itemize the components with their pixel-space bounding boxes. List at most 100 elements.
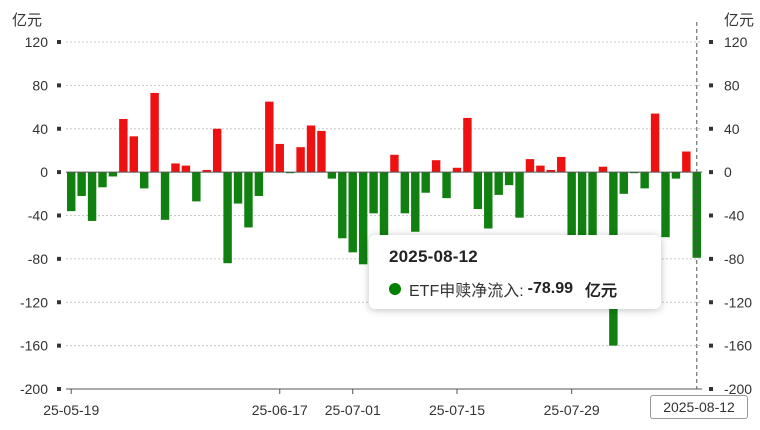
bar — [265, 101, 274, 173]
y-tick-label-right: 40 — [724, 121, 740, 137]
bar — [504, 172, 514, 186]
y-axis-unit-left: 亿元 — [12, 12, 42, 29]
bar — [494, 172, 503, 195]
bar — [212, 128, 222, 173]
y-tick-mark-right — [709, 343, 713, 348]
y-tick-mark-left — [57, 343, 61, 348]
y-tick-label-right: -40 — [724, 208, 744, 224]
y-tick-mark-right — [709, 256, 713, 261]
y-tick-label-right: -160 — [724, 338, 752, 354]
bar — [473, 172, 483, 209]
y-tick-label-left: -160 — [20, 338, 48, 354]
y-tick-label-left: -120 — [20, 294, 48, 310]
bar — [150, 92, 159, 173]
y-tick-label-right: -200 — [724, 381, 752, 397]
tooltip-series-label: ETF申赎净流入: — [409, 283, 524, 300]
bar — [400, 172, 410, 214]
bar — [327, 172, 337, 179]
bar — [338, 172, 347, 239]
bar — [306, 125, 316, 173]
bar — [296, 147, 305, 173]
x-tick-label: 25-07-01 — [325, 402, 381, 418]
x-tick-label: 25-05-19 — [43, 402, 99, 418]
bar — [358, 172, 368, 265]
bar — [77, 172, 86, 196]
y-tick-label-left: -40 — [28, 208, 48, 224]
tooltip-date: 2025-08-12 — [389, 247, 478, 266]
bar — [546, 169, 556, 173]
bar — [421, 172, 430, 193]
bar — [431, 160, 441, 173]
series-dot-icon — [389, 283, 401, 295]
bar — [139, 172, 149, 189]
bar — [192, 172, 201, 202]
bar — [619, 172, 629, 194]
bar — [369, 172, 378, 214]
bar — [452, 167, 462, 173]
bar — [682, 151, 691, 173]
bar — [390, 154, 399, 173]
y-tick-mark-right — [709, 213, 713, 218]
x-tick-label: 25-06-17 — [252, 402, 308, 418]
bar — [275, 143, 284, 173]
tooltip-value: -78.99 — [527, 280, 574, 297]
bar — [223, 172, 232, 264]
bar — [598, 166, 608, 173]
chart-tooltip: 2025-08-12 ETF申赎净流入: -78.99 亿元 — [369, 235, 661, 309]
y-tick-label-right: 0 — [724, 164, 732, 180]
y-tick-label-right: -120 — [724, 294, 752, 310]
bar — [108, 172, 118, 177]
bar — [67, 172, 76, 212]
y-tick-mark-left — [57, 213, 61, 218]
y-tick-mark-right — [709, 170, 713, 175]
bar — [317, 130, 326, 173]
bar — [536, 165, 545, 173]
axis-pointer-date-label: 2025-08-12 — [650, 395, 748, 419]
y-tick-mark-left — [57, 170, 61, 175]
tooltip-row: ETF申赎净流入: -78.99 亿元 — [389, 277, 647, 301]
y-tick-label-left: 40 — [32, 121, 48, 137]
x-tick-label: 25-07-15 — [429, 402, 485, 418]
bar — [463, 117, 472, 173]
y-tick-label-right: -80 — [724, 251, 744, 267]
y-tick-mark-left — [57, 83, 61, 88]
y-tick-label-left: 80 — [32, 77, 48, 93]
tooltip-unit: 亿元 — [585, 283, 618, 300]
bar — [661, 172, 670, 238]
bar — [515, 172, 524, 218]
x-tick-label: 25-07-29 — [544, 402, 600, 418]
bar — [557, 156, 566, 173]
bar — [202, 169, 211, 173]
bar — [171, 163, 180, 173]
y-tick-mark-left — [57, 40, 61, 44]
y-axis-unit-right: 亿元 — [724, 12, 754, 29]
y-tick-mark-left — [57, 126, 61, 131]
bar — [577, 172, 587, 236]
y-tick-mark-right — [709, 387, 713, 391]
bar — [484, 172, 493, 229]
bar — [244, 172, 253, 228]
bar — [650, 113, 660, 173]
y-tick-mark-left — [57, 300, 61, 305]
y-tick-label-left: -80 — [28, 251, 48, 267]
bar — [119, 118, 128, 173]
y-tick-mark-left — [57, 387, 61, 391]
bar — [285, 172, 295, 174]
y-tick-label-left: 0 — [40, 164, 48, 180]
bar — [567, 172, 576, 236]
bar — [160, 172, 170, 220]
bar — [630, 172, 639, 174]
y-tick-mark-right — [709, 126, 713, 131]
bar — [411, 172, 420, 232]
bar — [588, 172, 597, 236]
y-tick-label-left: 120 — [25, 34, 49, 50]
bar — [671, 172, 681, 179]
y-tick-mark-right — [709, 300, 713, 305]
bar — [348, 172, 357, 253]
bar — [98, 172, 107, 188]
bar — [379, 172, 389, 236]
y-tick-label-left: -200 — [20, 381, 48, 397]
bar — [129, 136, 138, 173]
y-tick-mark-right — [709, 83, 713, 88]
